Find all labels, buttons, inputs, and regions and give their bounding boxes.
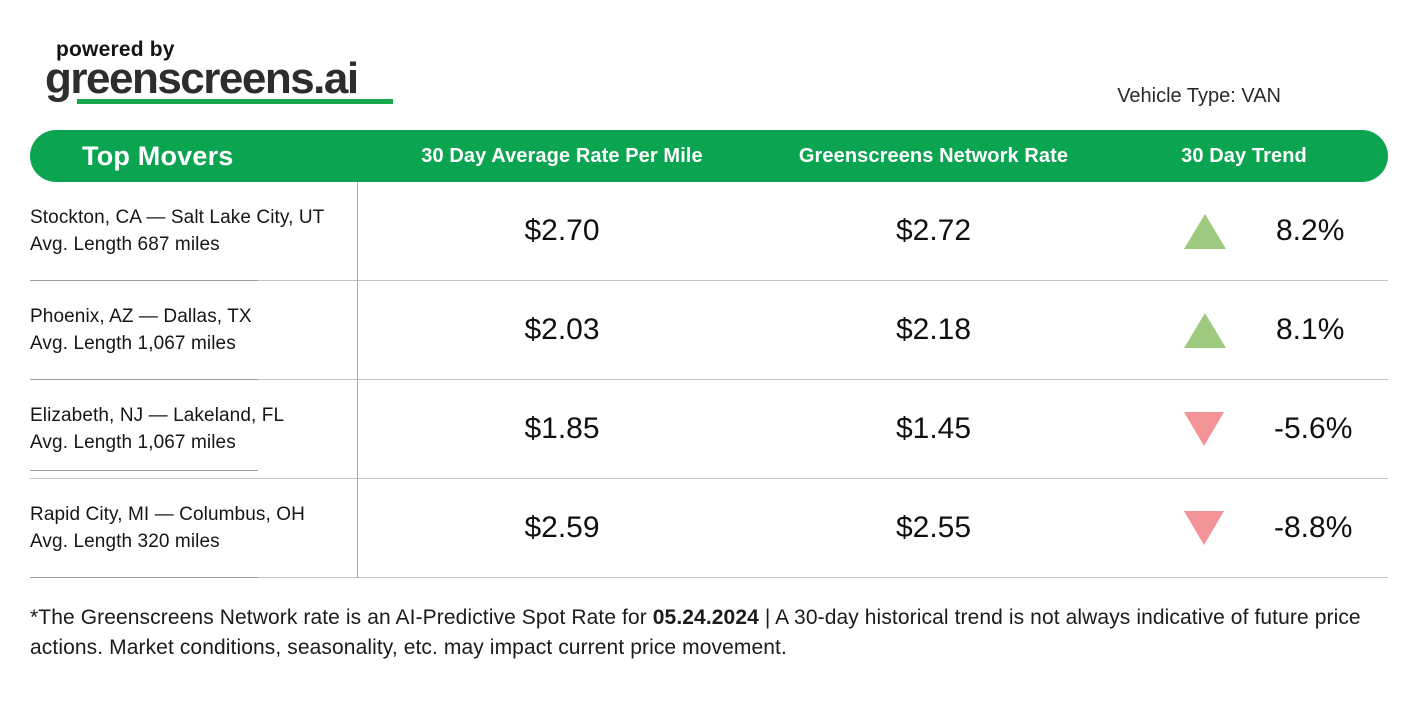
- network-rate-value: $2.55: [895, 511, 972, 544]
- footnote-prefix: *The Greenscreens Network rate is an AI-…: [30, 606, 653, 629]
- table-row: Phoenix, AZ — Dallas, TX Avg. Length 1,0…: [30, 281, 1388, 380]
- lane-avg-length: Avg. Length 1,067 miles: [30, 431, 236, 453]
- table-title: Top Movers: [82, 140, 234, 171]
- trend-cell: 8.2%: [1100, 182, 1388, 280]
- lane-cell: Elizabeth, NJ — Lakeland, FL Avg. Length…: [30, 380, 357, 478]
- table-body: Stockton, CA — Salt Lake City, UT Avg. L…: [30, 182, 1388, 578]
- lane-name: Phoenix, AZ — Dallas, TX: [30, 305, 252, 327]
- avg-rate-value: $2.59: [524, 511, 600, 544]
- table-row: Rapid City, MI — Columbus, OH Avg. Lengt…: [30, 479, 1388, 578]
- network-rate-value: $1.45: [895, 412, 972, 445]
- avg-rate-value: $1.85: [524, 412, 600, 445]
- trend-cell: -8.8%: [1100, 479, 1388, 577]
- table-row: Stockton, CA — Salt Lake City, UT Avg. L…: [30, 182, 1388, 281]
- trend-cell: -5.6%: [1100, 380, 1388, 478]
- logo-underline: [77, 99, 393, 104]
- footnote: *The Greenscreens Network rate is an AI-…: [30, 603, 1386, 663]
- lane-name: Rapid City, MI — Columbus, OH: [30, 503, 305, 525]
- lane-cell: Rapid City, MI — Columbus, OH Avg. Lengt…: [30, 479, 357, 578]
- lane-name: Elizabeth, NJ — Lakeland, FL: [30, 404, 285, 426]
- trend-percent: 8.2%: [1276, 214, 1345, 247]
- trend-percent: -5.6%: [1274, 412, 1353, 445]
- column-header-trend: 30 Day Trend: [1181, 144, 1307, 167]
- lane-cell: Phoenix, AZ — Dallas, TX Avg. Length 1,0…: [30, 281, 357, 380]
- footnote-date: 05.24.2024: [652, 606, 759, 629]
- network-rate-value: $2.72: [895, 214, 972, 247]
- column-header-network-rate: Greenscreens Network Rate: [798, 144, 1069, 167]
- greenscreens-logo: greenscreens.ai: [45, 54, 359, 103]
- trend-up-triangle-icon: [1184, 312, 1226, 348]
- trend-down-triangle-icon: [1184, 412, 1224, 446]
- trend-percent: 8.1%: [1276, 313, 1345, 346]
- column-header-avg-rate: 30 Day Average Rate Per Mile: [421, 144, 703, 167]
- avg-rate-value: $2.70: [524, 214, 600, 247]
- vehicle-type-label: Vehicle Type: VAN: [1117, 85, 1281, 107]
- footnote-suffix: | A 30-day historical trend is not alway…: [30, 606, 1361, 659]
- powered-by-label: powered by: [56, 38, 175, 61]
- lane-name: Stockton, CA — Salt Lake City, UT: [30, 206, 325, 228]
- avg-rate-value: $2.03: [524, 313, 600, 346]
- lane-avg-length: Avg. Length 687 miles: [30, 233, 220, 255]
- column-divider: [357, 182, 358, 578]
- trend-cell: 8.1%: [1100, 281, 1388, 379]
- table-row: Elizabeth, NJ — Lakeland, FL Avg. Length…: [30, 380, 1388, 479]
- table-header-bar: Top Movers 30 Day Average Rate Per Mile …: [30, 130, 1388, 182]
- trend-percent: -8.8%: [1274, 511, 1353, 544]
- lane-avg-length: Avg. Length 1,067 miles: [30, 332, 236, 354]
- network-rate-value: $2.18: [895, 313, 972, 346]
- trend-up-triangle-icon: [1184, 213, 1226, 249]
- lane-avg-length: Avg. Length 320 miles: [30, 530, 220, 552]
- trend-down-triangle-icon: [1184, 511, 1224, 545]
- lane-cell: Stockton, CA — Salt Lake City, UT Avg. L…: [30, 182, 357, 281]
